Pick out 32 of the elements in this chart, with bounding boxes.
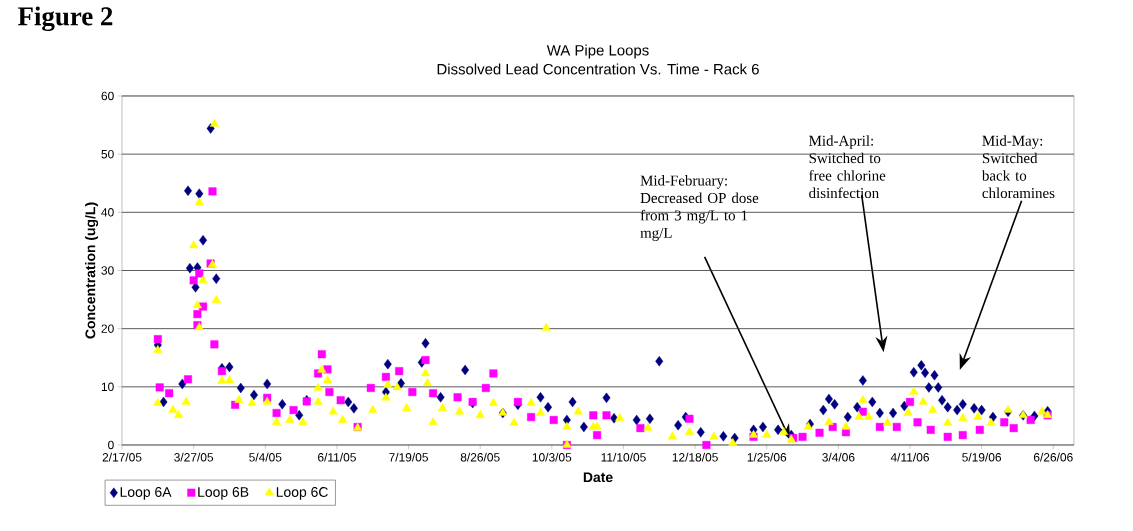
x-tick-label: 4/11/06 xyxy=(890,452,929,462)
y-tick-label: 60 xyxy=(101,91,114,101)
y-tick-label: 30 xyxy=(101,266,114,275)
annotation: Mid-April: Switched to free chlorine disinfection xyxy=(809,135,886,199)
y-axis-title: Concentration (ug/L) xyxy=(85,202,99,339)
x-tick-label: 3/27/05 xyxy=(174,452,214,462)
legend-label: Loop 6C xyxy=(276,487,328,500)
chart-title: WA Pipe Loops xyxy=(546,44,649,59)
x-tick-label: 5/4/05 xyxy=(249,452,282,462)
y-tick-label: 10 xyxy=(101,382,114,392)
legend-label: Loop 6B xyxy=(198,487,249,500)
x-tick-label: 11/10/05 xyxy=(601,452,646,462)
x-tick-label: 1/25/06 xyxy=(747,452,787,462)
x-tick-label: 3/4/06 xyxy=(822,452,855,462)
annotation: Mid-May: Switched back to chloramines xyxy=(981,135,1055,199)
annotation: Mid-February: Decreased OP dose from 3 mg/L to 1 mg/L xyxy=(640,175,759,241)
legend-label: Loop 6A xyxy=(120,487,172,500)
x-tick-label: 2/17/05 xyxy=(102,452,142,462)
x-tick-label: 6/26/06 xyxy=(1033,452,1073,462)
y-tick-label: 20 xyxy=(101,324,114,333)
y-tick-label: 0 xyxy=(108,440,114,450)
x-tick-label: 6/11/05 xyxy=(318,452,356,462)
y-tick-label: 40 xyxy=(101,208,114,217)
chart-subtitle: Dissolved Lead Concentration Vs. Time - Rack 6 xyxy=(437,63,759,75)
x-tick-label: 10/3/05 xyxy=(532,452,572,462)
x-tick-label: 7/19/05 xyxy=(389,452,428,462)
x-tick-label: 12/18/05 xyxy=(672,452,718,462)
x-axis-title: Date xyxy=(583,472,613,483)
y-tick-label: 50 xyxy=(101,149,114,159)
x-tick-label: 8/26/05 xyxy=(460,452,500,462)
caption: Figure 2 xyxy=(17,6,113,32)
x-tick-label: 5/19/06 xyxy=(962,452,1002,462)
